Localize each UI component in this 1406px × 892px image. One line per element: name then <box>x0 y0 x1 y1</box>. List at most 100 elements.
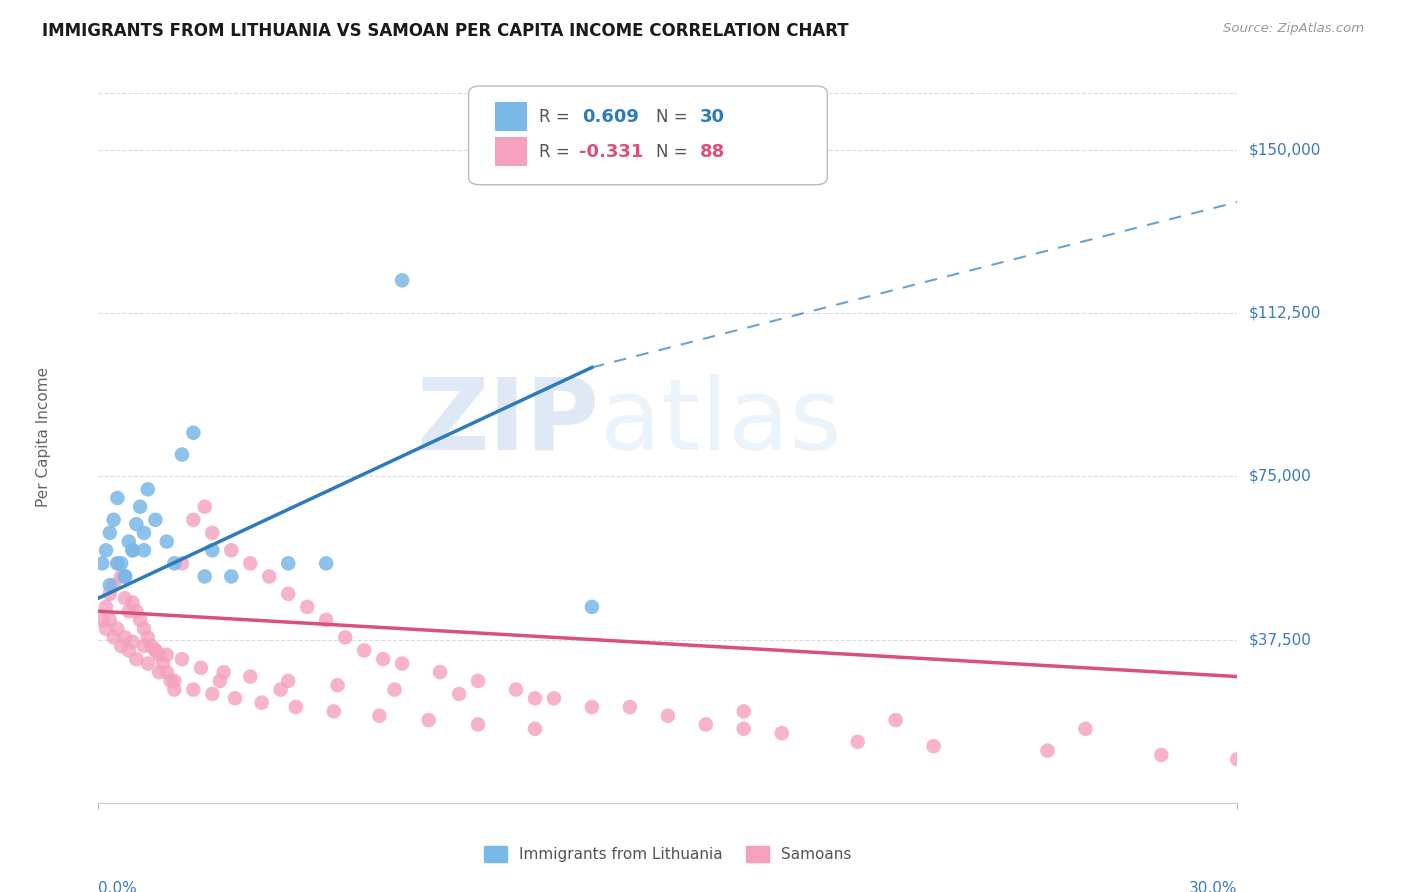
Point <box>208 673 231 688</box>
Point <box>326 678 349 692</box>
Point <box>136 631 159 645</box>
Point <box>1150 747 1173 762</box>
Point <box>107 557 129 571</box>
Point <box>110 557 132 571</box>
Point <box>270 682 292 697</box>
Point <box>284 700 307 714</box>
Point <box>114 631 136 645</box>
Point <box>524 691 547 706</box>
Point <box>277 557 299 571</box>
Point <box>524 722 547 736</box>
Text: IMMIGRANTS FROM LITHUANIA VS SAMOAN PER CAPITA INCOME CORRELATION CHART: IMMIGRANTS FROM LITHUANIA VS SAMOAN PER … <box>42 22 849 40</box>
Point <box>170 652 193 666</box>
Point <box>98 525 121 540</box>
Text: atlas: atlas <box>599 374 841 471</box>
Text: 0.609: 0.609 <box>582 108 640 126</box>
Point <box>322 705 344 719</box>
Point <box>190 661 212 675</box>
Point <box>94 599 117 614</box>
Point <box>543 691 565 706</box>
Point <box>259 569 281 583</box>
Point <box>695 717 717 731</box>
Point <box>467 717 489 731</box>
Point <box>194 500 217 514</box>
Point <box>449 687 471 701</box>
Point <box>94 622 117 636</box>
Point <box>163 673 186 688</box>
Point <box>884 713 907 727</box>
Point <box>152 657 174 671</box>
Point <box>315 613 337 627</box>
Point <box>733 722 755 736</box>
Text: $150,000: $150,000 <box>1249 142 1322 157</box>
Text: Source: ZipAtlas.com: Source: ZipAtlas.com <box>1223 22 1364 36</box>
Bar <box>495 102 527 131</box>
Point <box>277 587 299 601</box>
Point <box>121 543 143 558</box>
Point <box>371 652 394 666</box>
Point <box>98 613 121 627</box>
Point <box>141 639 163 653</box>
Point <box>107 491 129 505</box>
Point <box>619 700 641 714</box>
Point <box>297 599 319 614</box>
Point <box>224 691 246 706</box>
Point <box>145 513 167 527</box>
Point <box>418 713 440 727</box>
Point <box>110 639 132 653</box>
Point <box>183 682 205 697</box>
Point <box>98 578 121 592</box>
Point <box>107 557 129 571</box>
Point <box>212 665 235 680</box>
Bar <box>495 137 527 167</box>
Point <box>201 525 224 540</box>
Point <box>132 525 155 540</box>
Point <box>148 665 170 680</box>
Text: Per Capita Income: Per Capita Income <box>37 367 51 508</box>
Point <box>315 557 337 571</box>
Point <box>129 500 152 514</box>
Point <box>118 643 141 657</box>
Point <box>250 696 273 710</box>
Point <box>114 569 136 583</box>
Point <box>277 673 299 688</box>
Point <box>114 569 136 583</box>
Point <box>136 657 159 671</box>
Point <box>129 613 152 627</box>
Text: 88: 88 <box>700 143 725 161</box>
Text: ZIP: ZIP <box>416 374 599 471</box>
Text: N =: N = <box>657 108 693 126</box>
Point <box>384 682 406 697</box>
Point <box>132 543 155 558</box>
Point <box>125 604 148 618</box>
Point <box>170 557 193 571</box>
Point <box>733 705 755 719</box>
Text: $75,000: $75,000 <box>1249 469 1312 483</box>
Point <box>125 517 148 532</box>
Point <box>391 657 413 671</box>
Point <box>136 483 159 497</box>
Point <box>581 700 603 714</box>
Point <box>156 534 179 549</box>
Point <box>770 726 793 740</box>
Point <box>1036 743 1059 757</box>
Point <box>1074 722 1097 736</box>
Text: R =: R = <box>538 108 575 126</box>
Point <box>201 687 224 701</box>
Point <box>922 739 945 754</box>
Point <box>581 599 603 614</box>
Point <box>91 613 114 627</box>
Point <box>183 425 205 440</box>
Point <box>91 557 114 571</box>
Point <box>125 652 148 666</box>
Point <box>194 569 217 583</box>
Point <box>110 569 132 583</box>
Point <box>103 578 125 592</box>
Point <box>114 591 136 606</box>
Point <box>156 648 179 662</box>
Point <box>391 273 413 287</box>
Point <box>159 673 181 688</box>
Text: R =: R = <box>538 143 575 161</box>
Legend: Immigrants from Lithuania, Samoans: Immigrants from Lithuania, Samoans <box>478 840 858 868</box>
Point <box>221 569 243 583</box>
